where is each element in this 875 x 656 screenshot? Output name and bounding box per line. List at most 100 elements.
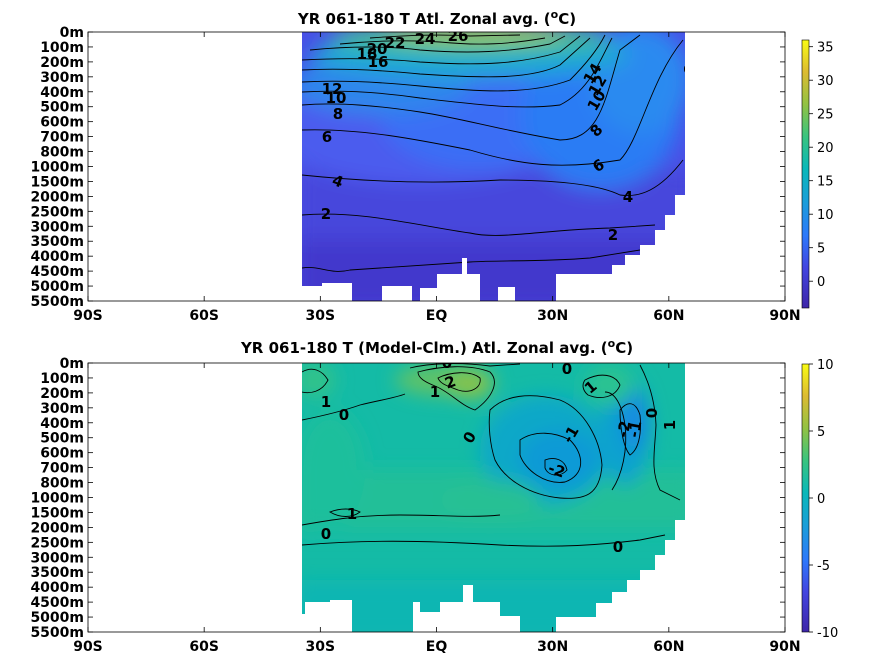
x-tick-label: EQ xyxy=(426,639,448,655)
contour-label: 1 xyxy=(321,393,331,411)
x-tick-label: 60S xyxy=(189,639,219,655)
colorbar-tick-label: 0 xyxy=(817,275,825,290)
contour-labels: 26 24 22 20 18 16 14 12 12 10 10 9 8 8 6… xyxy=(321,27,698,244)
contour-label: 8 xyxy=(333,105,343,123)
x-tick-label: 90S xyxy=(73,308,103,324)
x-tick-label: 60S xyxy=(189,308,219,324)
y-tick-label: 4500m xyxy=(30,595,84,611)
y-tick-label: 3500m xyxy=(30,234,84,250)
x-tick-label: 30N xyxy=(537,308,568,324)
colorbar-tick-label: 35 xyxy=(817,41,834,56)
panel-anomaly: YR 061-180 T (Model-Clm.) Atl. Zonal avg… xyxy=(30,337,838,655)
heatmap-field: 0 2 1 0 1 1 0 0 -1 -2 -1 0 1 -2 1 0 0 xyxy=(302,354,685,632)
y-tick-label: 400m xyxy=(40,85,84,101)
y-axis: 0m100m200m300m400m500m600m700m800m1000m1… xyxy=(30,25,785,310)
colorbar-tick-label: 30 xyxy=(817,74,834,89)
panel-temperature: YR 061-180 T Atl. Zonal avg. (oC) xyxy=(30,8,833,324)
y-tick-label: 4500m xyxy=(30,264,84,280)
contour-label: 0 xyxy=(339,406,349,424)
y-tick-label: 400m xyxy=(40,416,84,432)
y-tick-label: 200m xyxy=(40,55,84,71)
x-tick-label: 90N xyxy=(769,639,800,655)
colorbar-tick-label: 5 xyxy=(817,425,825,440)
contour-label: 2 xyxy=(608,226,618,244)
y-tick-label: 4000m xyxy=(30,249,84,265)
contour-label: 1 xyxy=(430,383,440,401)
contour-label: 26 xyxy=(448,27,469,45)
contour-label: 9 xyxy=(680,65,698,75)
y-tick-label: 3000m xyxy=(30,219,84,235)
y-tick-label: 300m xyxy=(40,401,84,417)
y-tick-label: 1500m xyxy=(30,174,84,190)
y-tick-label: 100m xyxy=(40,40,84,56)
y-tick-label: 3000m xyxy=(30,550,84,566)
y-axis: 0m100m200m300m400m500m600m700m800m1000m1… xyxy=(30,356,785,641)
contour-label: 1 xyxy=(661,420,679,430)
contour-label: 1 xyxy=(347,505,357,523)
x-tick-label: EQ xyxy=(426,308,448,324)
y-tick-label: 100m xyxy=(40,371,84,387)
colorbar xyxy=(801,39,810,309)
y-tick-label: 2000m xyxy=(30,189,84,205)
contour-label: 20 xyxy=(367,40,388,58)
contour-label: -1 xyxy=(559,423,583,446)
colorbar-tick-label: 15 xyxy=(817,175,834,190)
x-tick-label: 30N xyxy=(537,639,568,655)
colorbar-tick-label: -5 xyxy=(817,559,830,574)
y-tick-label: 2500m xyxy=(30,535,84,551)
contour-label: 12 xyxy=(322,80,343,98)
contour-label: -2 xyxy=(546,459,568,482)
contour-label: 0 xyxy=(442,354,452,372)
y-tick-label: 1500m xyxy=(30,505,84,521)
x-tick-label: 30S xyxy=(306,639,336,655)
y-tick-label: 700m xyxy=(40,461,84,477)
contour-label: -2 xyxy=(614,419,635,439)
x-tick-label: 90S xyxy=(73,639,103,655)
y-tick-label: 600m xyxy=(40,446,84,462)
contour-label: 0 xyxy=(321,525,331,543)
y-tick-label: 5000m xyxy=(30,279,84,295)
contour-lines xyxy=(302,34,684,272)
colorbar-tick-label: 10 xyxy=(817,358,834,373)
contour-label: 18 xyxy=(357,45,378,63)
contour-labels: 0 2 1 0 1 1 0 0 -1 -2 -1 0 1 -2 1 0 0 xyxy=(321,354,679,556)
contour-label: 0 xyxy=(613,538,623,556)
y-tick-label: 2000m xyxy=(30,520,84,536)
contour-label: 0 xyxy=(562,360,572,378)
colorbar-ticks: 10 5 0 -5 -10 xyxy=(809,358,838,641)
contour-lines xyxy=(302,363,681,547)
contour-label: 22 xyxy=(385,34,406,52)
colorbar-tick-label: 5 xyxy=(817,242,825,257)
y-tick-label: 5000m xyxy=(30,610,84,626)
contour-label: 2 xyxy=(321,205,331,223)
colorbar-tick-label: 25 xyxy=(817,108,834,123)
x-tick-label: 60N xyxy=(653,639,684,655)
x-axis: 90S 60S 30S EQ 30N 60N 90N xyxy=(73,363,801,655)
y-tick-label: 4000m xyxy=(30,580,84,596)
y-tick-label: 300m xyxy=(40,70,84,86)
x-tick-label: 90N xyxy=(769,308,800,324)
colorbar-tick-label: 0 xyxy=(817,492,825,507)
colorbar-tick-label: -10 xyxy=(817,626,838,641)
x-tick-label: 60N xyxy=(653,308,684,324)
chart-title: YR 061-180 T Atl. Zonal avg. (oC) xyxy=(297,8,576,28)
y-tick-label: 5500m xyxy=(30,294,84,310)
heatmap-field: 26 24 22 20 18 16 14 12 12 10 10 9 8 8 6… xyxy=(302,27,698,301)
colorbar-tick-label: 10 xyxy=(817,208,834,223)
contour-label: 10 xyxy=(326,89,347,107)
x-tick-label: 30S xyxy=(306,308,336,324)
y-tick-label: 5500m xyxy=(30,625,84,641)
y-tick-label: 500m xyxy=(40,100,84,116)
y-tick-label: 800m xyxy=(40,145,84,161)
contour-label: 24 xyxy=(415,30,436,48)
y-tick-label: 1000m xyxy=(30,491,84,507)
y-tick-label: 2500m xyxy=(30,204,84,220)
y-tick-label: 0m xyxy=(60,25,84,41)
colorbar xyxy=(801,363,810,633)
contour-label: 0 xyxy=(643,408,661,418)
y-tick-label: 200m xyxy=(40,386,84,402)
contour-label: -1 xyxy=(625,419,646,439)
contour-label: 16 xyxy=(368,53,389,71)
y-tick-label: 3500m xyxy=(30,565,84,581)
